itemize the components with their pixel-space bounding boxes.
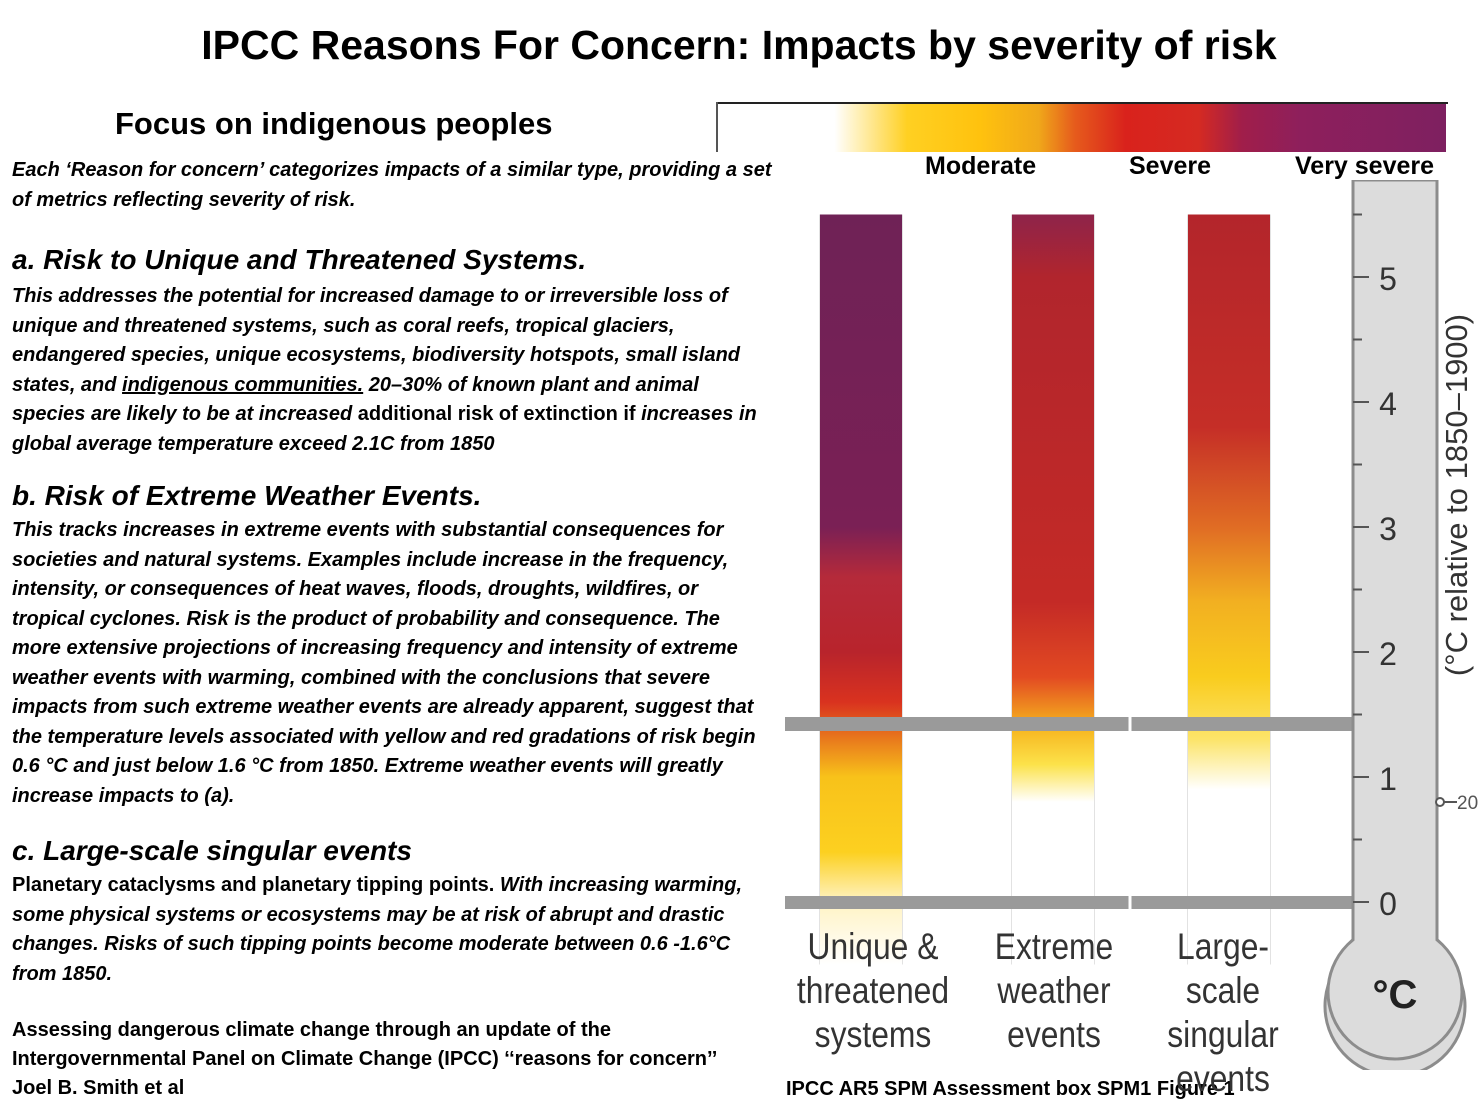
category-label-extreme-line-1: Extreme bbox=[995, 926, 1113, 967]
scale-label-moderate: Moderate bbox=[925, 152, 1036, 181]
y-tick-label-4: 4 bbox=[1379, 386, 1397, 422]
recent-marker-dot bbox=[1436, 798, 1444, 806]
reference-citation: Assessing dangerous climate change throu… bbox=[12, 1016, 752, 1103]
recent-level-band-right bbox=[1132, 717, 1354, 731]
risk-bar-2 bbox=[1188, 215, 1270, 965]
y-tick-label-3: 3 bbox=[1379, 511, 1397, 547]
category-label-large-line-2: singular bbox=[1167, 1014, 1278, 1055]
thermometer-unit-label: °C bbox=[1373, 973, 1418, 1017]
risk-bar-0 bbox=[820, 215, 902, 965]
y-tick-label-1: 1 bbox=[1379, 761, 1397, 797]
page-title: IPCC Reasons For Concern: Impacts by sev… bbox=[0, 22, 1478, 69]
y-tick-label-5: 5 bbox=[1379, 261, 1397, 297]
scale-top-border bbox=[716, 102, 1448, 104]
thermometer: °C 0 1 2 3 4 5 200 (°C relative to 1850–1900) bbox=[1325, 180, 1478, 1070]
category-label-unique-line-1: Unique & bbox=[808, 926, 939, 967]
scale-label-severe: Severe bbox=[1129, 152, 1211, 181]
risk-color-scale bbox=[716, 102, 1448, 152]
scale-label-very-severe: Very severe bbox=[1295, 152, 1434, 181]
section-c-plain-text: Planetary cataclysms and planetary tippi… bbox=[12, 874, 494, 896]
y-tick-label-0: 0 bbox=[1379, 886, 1397, 922]
risk-gradient-bar bbox=[718, 104, 1446, 152]
section-a-heading: a. Risk to Unique and Threatened Systems… bbox=[12, 244, 586, 276]
preindustrial-band-right bbox=[1132, 896, 1354, 909]
category-label-unique-threatened: Unique & threatened systems bbox=[791, 925, 954, 1057]
section-b-heading: b. Risk of Extreme Weather Events. bbox=[12, 480, 481, 512]
category-label-unique-line-2: threatened bbox=[797, 970, 949, 1011]
category-label-extreme-weather: Extreme weather events bbox=[972, 925, 1135, 1057]
intro-text: Each ‘Reason for concern’ categorizes im… bbox=[12, 156, 772, 215]
category-label-large-line-1: Large-scale bbox=[1177, 926, 1269, 1011]
section-a-body: This addresses the potential for increas… bbox=[12, 282, 772, 459]
recent-marker-label: 200 bbox=[1457, 793, 1478, 814]
y-tick-label-2: 2 bbox=[1379, 636, 1397, 672]
category-label-extreme-line-3: events bbox=[1007, 1014, 1101, 1055]
scale-left-border bbox=[716, 102, 718, 152]
risk-bars bbox=[820, 215, 1270, 965]
section-a-underlined-text: indigenous communities. bbox=[122, 374, 363, 396]
risk-bar-1 bbox=[1012, 215, 1094, 965]
y-axis-label: (°C relative to 1850–1900) bbox=[1439, 314, 1474, 676]
page-subtitle: Focus on indigenous peoples bbox=[115, 106, 552, 142]
category-label-unique-line-3: systems bbox=[815, 1014, 932, 1055]
section-a-plain-text: additional risk of extinction if bbox=[358, 403, 636, 425]
category-label-large-line-3: events bbox=[1176, 1058, 1270, 1099]
section-c-body: Planetary cataclysms and planetary tippi… bbox=[12, 871, 772, 989]
category-label-extreme-line-2: weather bbox=[997, 970, 1110, 1011]
category-label-large-scale: Large-scale singular events bbox=[1141, 925, 1304, 1101]
section-c-heading: c. Large-scale singular events bbox=[12, 835, 412, 867]
section-b-body: This tracks increases in extreme events … bbox=[12, 516, 772, 811]
